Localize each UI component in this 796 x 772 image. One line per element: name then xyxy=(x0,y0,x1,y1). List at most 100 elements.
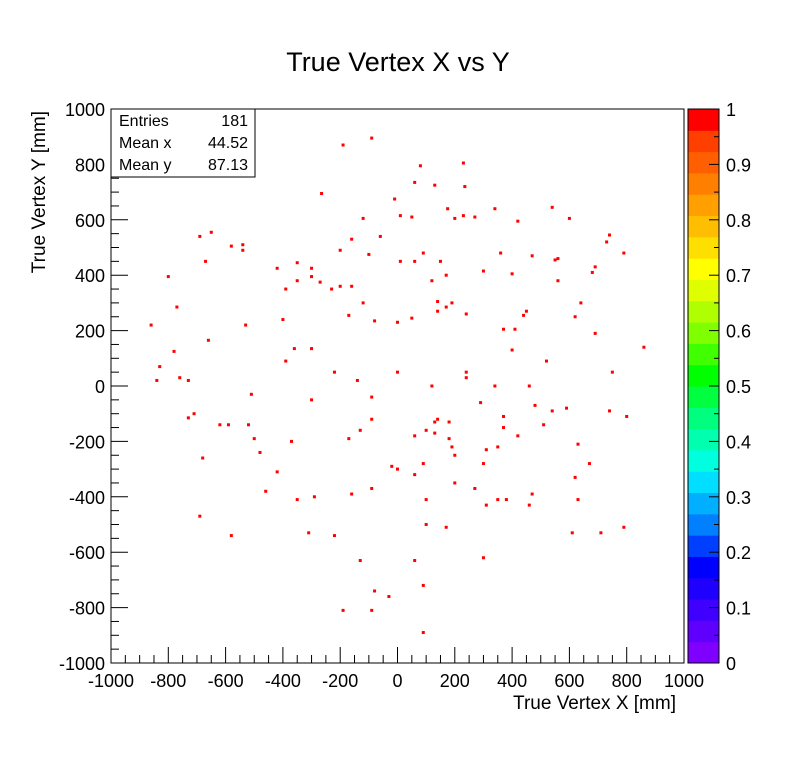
y-tick-label: -1000 xyxy=(59,654,105,674)
data-point xyxy=(398,259,402,263)
data-point xyxy=(590,270,594,274)
data-point xyxy=(524,309,528,313)
x-tick-label: -800 xyxy=(150,671,186,691)
data-point xyxy=(413,473,417,477)
stats-box-frame xyxy=(110,108,256,178)
data-point xyxy=(430,384,434,388)
data-point xyxy=(542,423,546,427)
x-tick-label: 1000 xyxy=(664,671,704,691)
data-point xyxy=(310,347,314,351)
color-bar-tick-label: 0.8 xyxy=(726,211,751,231)
data-point xyxy=(446,207,450,211)
data-point xyxy=(332,534,336,538)
data-point xyxy=(608,233,612,237)
data-point xyxy=(493,207,497,211)
data-point xyxy=(341,608,345,612)
data-point xyxy=(510,272,514,276)
data-point xyxy=(530,492,534,496)
data-point xyxy=(358,559,362,563)
data-point xyxy=(284,359,288,363)
data-point xyxy=(341,143,345,147)
data-points xyxy=(149,136,646,635)
data-point xyxy=(378,234,382,238)
data-point xyxy=(413,559,417,563)
y-tick-label: -400 xyxy=(69,488,105,508)
data-point xyxy=(436,309,440,313)
data-point xyxy=(241,243,245,247)
color-bar-tick-label: 0.6 xyxy=(726,322,751,342)
data-point xyxy=(496,498,500,502)
y-tick-label: 400 xyxy=(75,266,105,286)
y-tick-label: 0 xyxy=(95,377,105,397)
data-point xyxy=(473,486,477,490)
data-point xyxy=(418,164,422,168)
color-bar-tick-label: 0.9 xyxy=(726,155,751,175)
color-bar-segment xyxy=(688,215,719,238)
data-point xyxy=(481,556,485,560)
color-bar-tick-label: 0.1 xyxy=(726,599,751,619)
color-bar-segment xyxy=(688,322,719,344)
data-point xyxy=(373,589,377,593)
color-bar-tick-label: 0.5 xyxy=(726,377,751,397)
stats-mean-y-label: Mean y xyxy=(119,157,171,174)
data-point xyxy=(527,503,531,507)
data-point xyxy=(479,401,483,405)
data-point xyxy=(209,230,213,234)
data-point xyxy=(347,313,351,317)
data-point xyxy=(292,347,296,351)
data-point xyxy=(587,462,591,466)
color-bar-tick-labels: 0 0.1 0.2 0.3 0.4 0.5 0.6 0.7 0.8 0.9 1 xyxy=(726,100,751,674)
data-point xyxy=(289,439,293,443)
data-point xyxy=(450,445,454,449)
data-point xyxy=(226,423,230,427)
data-point xyxy=(192,412,196,416)
color-bar-segment xyxy=(688,130,719,153)
data-point xyxy=(579,301,583,305)
data-point xyxy=(567,216,571,220)
data-point xyxy=(502,327,506,331)
color-bar-segment xyxy=(688,194,719,217)
data-point xyxy=(493,384,497,388)
data-point xyxy=(172,349,176,353)
color-bar-segment xyxy=(688,364,719,387)
data-point xyxy=(155,378,159,382)
plot-frame xyxy=(110,108,685,664)
data-point xyxy=(201,456,205,460)
data-point xyxy=(496,445,500,449)
data-point xyxy=(502,414,506,418)
y-tick-label: 600 xyxy=(75,211,105,231)
data-point xyxy=(393,197,397,201)
data-point xyxy=(252,437,256,441)
data-point xyxy=(413,434,417,438)
stats-entries-label: Entries xyxy=(119,113,169,130)
data-point xyxy=(473,215,477,219)
data-point xyxy=(533,403,537,407)
data-point xyxy=(244,323,248,327)
data-point xyxy=(461,214,465,218)
data-point xyxy=(178,376,182,380)
color-bar-segment xyxy=(688,343,719,366)
data-point xyxy=(295,261,299,265)
data-point xyxy=(370,608,374,612)
data-point xyxy=(424,498,428,502)
data-point xyxy=(284,287,288,291)
data-point xyxy=(186,416,190,420)
data-point xyxy=(484,448,488,452)
color-bar-segment xyxy=(688,279,719,302)
data-point xyxy=(447,437,451,441)
y-tick-label: -200 xyxy=(69,432,105,452)
y-axis-label: True Vertex Y [mm] xyxy=(29,111,50,273)
data-point xyxy=(642,345,646,349)
data-point xyxy=(247,423,251,427)
data-point xyxy=(436,300,440,304)
color-bar-segment xyxy=(688,300,719,323)
data-point xyxy=(593,265,597,269)
stats-box: Entries 181 Mean x 44.52 Mean y 87.13 xyxy=(110,108,256,178)
data-point xyxy=(264,489,268,493)
x-axis-label: True Vertex X [mm] xyxy=(513,693,676,714)
data-point xyxy=(310,398,314,402)
x-tick-label: 200 xyxy=(440,671,470,691)
data-point xyxy=(608,409,612,413)
data-point xyxy=(527,384,531,388)
data-point xyxy=(436,417,440,421)
